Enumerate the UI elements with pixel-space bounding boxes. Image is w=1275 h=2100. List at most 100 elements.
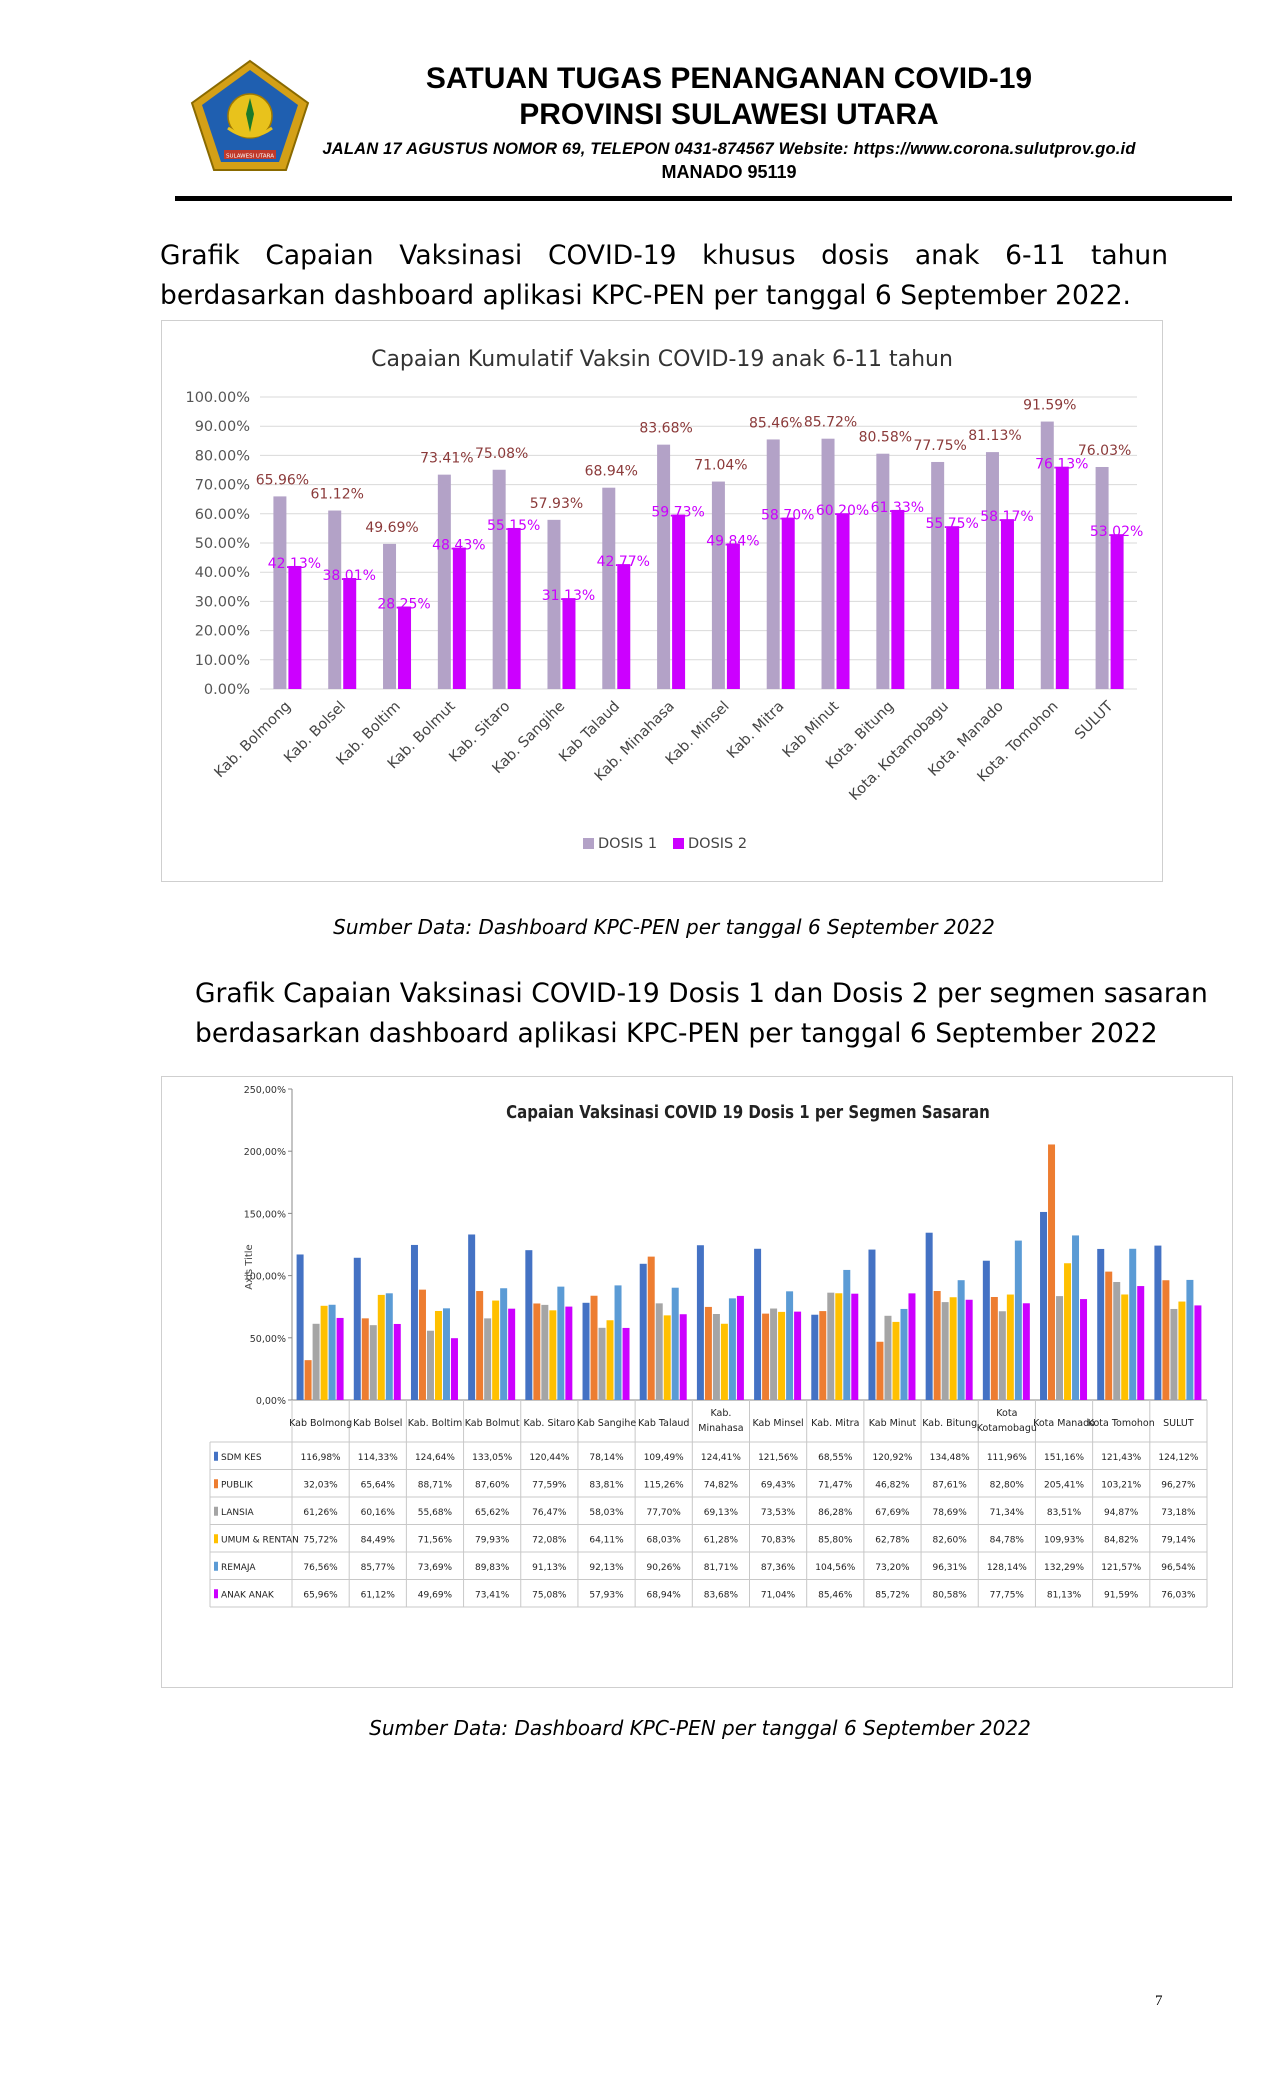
chart2-bar-umum-rentan [377,1294,385,1400]
chart2-bar-remaja [442,1308,450,1400]
chart2-table-cell: 71,47% [818,1480,853,1490]
chart2-legend-key-sdm-kes [214,1451,218,1461]
chart2-table-cell: 71,04% [761,1590,796,1600]
chart1-data-label-dosis1: 80.58% [859,430,912,446]
chart2-category-label: Kota Manado [1033,1418,1095,1429]
chart2-bar-sdm-kes [1097,1248,1105,1400]
chart2-table-cell: 103,21% [1101,1480,1141,1490]
chart2-table-cell: 76,56% [303,1563,338,1573]
chart1-ytick-label: 100.00% [185,390,250,406]
chart2-bar-sdm-kes [296,1254,304,1400]
chart2-table-cell: 121,43% [1101,1453,1141,1463]
chart2-table-cell: 85,46% [818,1590,853,1600]
chart2-table-cell: 64,11% [589,1535,624,1545]
chart2-table-cell: 83,68% [704,1590,739,1600]
chart2-bar-anak-anak [508,1308,516,1400]
chart1-bar-dosis2 [398,606,412,689]
chart1-bar-dosis1 [711,481,725,689]
chart2-table-cell: 71,34% [990,1508,1025,1518]
chart2-table-cell: 78,69% [932,1508,967,1518]
chart1-data-label-dosis2: 42.77% [597,554,650,570]
chart-segment-vaccination: Capaian Vaksinasi COVID 19 Dosis 1 per S… [161,1076,1233,1688]
chart1-legend-swatch-dosis2 [673,838,684,849]
chart1-bar-dosis1 [547,519,561,689]
chart2-table-cell: 73,53% [761,1508,796,1518]
chart2-bar-remaja [900,1308,908,1400]
chart2-table-cell: 124,64% [415,1453,455,1463]
chart1-data-label-dosis2: 28.25% [377,597,430,613]
chart1-data-label-dosis2: 38.01% [323,568,376,584]
chart1-data-label-dosis2: 60.20% [816,503,869,519]
chart1-legend-swatch-dosis1 [583,838,594,849]
chart2-bar-umum-rentan [1178,1301,1186,1400]
chart2-table-cell: 121,56% [758,1453,798,1463]
chart2-bar-lansia [998,1311,1006,1400]
chart2-bar-lansia [1170,1308,1178,1400]
header-address: JALAN 17 AGUSTUS NOMOR 69, TELEPON 0431-… [322,140,1136,158]
chart2-bar-publik [1105,1271,1113,1400]
chart1-bar-dosis2 [946,526,960,689]
chart2-bar-lansia [426,1330,434,1400]
chart2-row-label: REMAJA [221,1563,256,1573]
chart2-bar-sdm-kes [468,1234,476,1400]
chart1-bar-dosis2 [1110,534,1124,689]
chart2-legend-key-remaja [214,1561,218,1571]
chart2-table-cell: 61,28% [704,1535,739,1545]
chart2-bar-anak-anak [393,1323,401,1400]
chart2-table-cell: 76,47% [532,1508,567,1518]
chart1-data-label-dosis2: 61.33% [871,500,924,516]
chart1-legend-label-dosis2: DOSIS 2 [688,836,747,852]
chart2-y-axis-title: Axis Title [244,1244,255,1289]
chart1-ytick-label: 70.00% [195,478,250,494]
chart2-table-cell: 89,83% [475,1563,510,1573]
chart2-bar-lansia [1056,1296,1064,1400]
chart1-bar-dosis1 [931,461,945,689]
chart1-bar-dosis2 [781,517,795,689]
chart2-table-cell: 81,71% [704,1563,739,1573]
chart2-row-label: PUBLIK [221,1480,254,1490]
chart2-bar-sdm-kes [696,1245,704,1400]
chart2-bar-remaja [557,1286,565,1400]
chart1-bar-dosis2 [617,564,631,689]
chart2-bar-umum-rentan [1006,1294,1014,1400]
chart2-table-cell: 205,41% [1044,1480,1084,1490]
chart2-table-cell: 85,80% [818,1535,853,1545]
chart2-bar-remaja [1129,1248,1137,1400]
chart1-ytick-label: 80.00% [195,448,250,464]
chart2-bar-anak-anak [1137,1286,1145,1400]
chart2-table-cell: 78,14% [589,1453,624,1463]
chart1-ytick-label: 90.00% [195,419,250,435]
chart1-ytick-label: 60.00% [195,507,250,523]
chart2-bar-lansia [655,1303,663,1400]
chart2-bar-lansia [770,1308,778,1400]
chart1-bar-dosis2 [1055,466,1069,689]
chart2-table-cell: 62,78% [875,1535,910,1545]
chart2-table-cell: 120,44% [529,1453,569,1463]
chart2-bar-publik [418,1289,426,1400]
chart1-data-label-dosis2: 76.13% [1035,457,1088,473]
chart2-table-cell: 72,08% [532,1535,567,1545]
chart2-table-cell: 71,56% [418,1535,453,1545]
chart2-bar-anak-anak [736,1295,744,1400]
chart2-legend-key-lansia [214,1506,218,1516]
chart1-bar-dosis2 [562,598,576,689]
header-city: MANADO 95119 [661,162,797,182]
chart2-table-cell: 114,33% [358,1453,398,1463]
chart1-bar-dosis1 [383,543,397,689]
chart2-bar-sdm-kes [353,1257,361,1400]
chart2-bar-anak-anak [1022,1303,1030,1400]
chart2-bar-umum-rentan [492,1300,500,1400]
chart1-title: Capaian Kumulatif Vaksin COVID-19 anak 6… [371,347,953,372]
chart2-table-cell: 55,68% [418,1508,453,1518]
chart2-bar-anak-anak [851,1293,859,1400]
chart2-bar-lansia [884,1315,892,1400]
chart1-data-label-dosis1: 76.03% [1078,443,1131,459]
chart2-table-cell: 57,93% [589,1590,624,1600]
chart2-bar-publik [476,1291,484,1400]
chart1-bar-dosis1 [657,444,671,689]
chart1-ytick-label: 20.00% [195,624,250,640]
chart2-table-cell: 70,83% [761,1535,796,1545]
chart2-table-cell: 73,69% [418,1563,453,1573]
chart2-bar-lansia [941,1302,949,1400]
chart2-table-cell: 79,93% [475,1535,510,1545]
